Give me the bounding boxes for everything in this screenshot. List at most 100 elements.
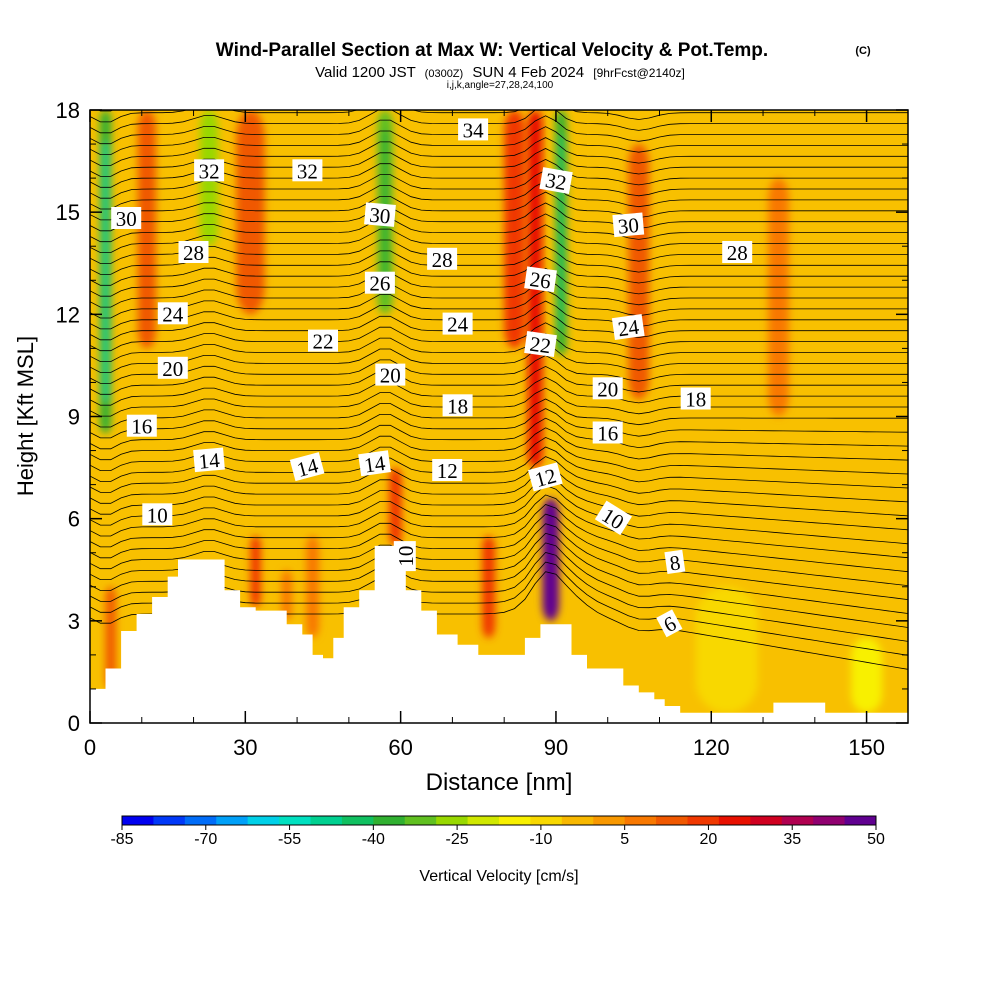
w-feature-core-9 [546, 510, 555, 609]
theta-label-text: 22 [528, 332, 552, 359]
theta-line-40 [90, 158, 908, 188]
colorbar-segment [184, 816, 217, 825]
chart-title: Wind-Parallel Section at Max W: Vertical… [216, 40, 768, 61]
theta-label-text: 10 [394, 546, 418, 567]
colorbar-tick-label: 35 [783, 831, 801, 848]
theta-label-24: 14 [193, 447, 225, 474]
theta-label-13: 24 [442, 312, 473, 337]
colorbar-tick-label: -70 [194, 831, 217, 848]
theta-label-bg [594, 500, 632, 536]
theta-label-26: 14 [358, 450, 391, 478]
theta-line-38 [90, 180, 908, 210]
colorbar-segment [216, 816, 249, 825]
x-tick-label: 150 [848, 735, 885, 760]
y-tick-label: 12 [56, 302, 80, 327]
theta-label-text: 28 [432, 248, 453, 272]
theta-line-31 [90, 257, 908, 286]
colorbar-segment [153, 816, 186, 825]
theta-label-bg [528, 462, 563, 492]
theta-label-15: 22 [308, 329, 338, 354]
theta-label-9: 28 [722, 241, 753, 265]
theta-line-33 [90, 235, 908, 264]
y-tick-label: 9 [68, 405, 80, 430]
theta-line-4 [90, 532, 908, 614]
colorbar-segment [499, 816, 531, 825]
colorbar-tick-label: -10 [529, 831, 552, 848]
theta-label-text: 22 [313, 330, 334, 354]
theta-label-text: 32 [543, 168, 568, 195]
axes-group: 0 30 60 90 120 150 0 3 6 9 12 15 18 [56, 98, 908, 760]
w-feature-8 [137, 110, 157, 349]
theta-line-14 [90, 436, 908, 475]
theta-label-text: 26 [528, 267, 552, 294]
theta-label-bg [111, 207, 142, 229]
theta-line-45 [90, 110, 908, 134]
x-tick-label: 60 [388, 735, 412, 760]
theta-line-17 [90, 408, 908, 439]
theta-label-bg [178, 241, 209, 263]
theta-line-36 [90, 202, 908, 232]
theta-label-bg [393, 541, 416, 572]
theta-label-bg [142, 503, 173, 526]
theta-label-text: 28 [183, 241, 204, 265]
theta-line-7 [90, 504, 908, 573]
theta-label-bg [539, 167, 573, 194]
theta-line-8 [90, 494, 908, 559]
vertical-velocity-field [99, 110, 883, 713]
theta-label-bg [458, 118, 489, 141]
theta-label-bg [157, 302, 188, 325]
theta-line-32 [90, 246, 908, 275]
colorbar-segment [718, 816, 751, 825]
theta-line-43 [90, 126, 908, 155]
theta-label-33: 6 [656, 609, 683, 637]
theta-line-44 [90, 115, 908, 145]
theta-line-24 [90, 333, 908, 362]
theta-line-46 [90, 110, 908, 123]
colorbar-segment [122, 816, 154, 825]
theta-label-8: 28 [427, 247, 458, 272]
colorbar-tick-label: 5 [620, 831, 629, 848]
theta-label-text: 14 [363, 451, 388, 478]
theta-label-text: 20 [162, 357, 183, 381]
theta-label-16: 22 [524, 331, 557, 359]
theta-line-34 [90, 224, 908, 253]
theta-line-15 [90, 427, 908, 461]
theta-label-32: 8 [664, 549, 686, 576]
theta-label-25: 14 [289, 452, 325, 482]
colorbar-segment [530, 816, 563, 825]
colorbar-segment [624, 816, 657, 825]
theta-label-text: 26 [369, 272, 390, 296]
theta-line-18 [90, 398, 908, 428]
w-feature-17 [695, 586, 758, 713]
colorbar-segment [373, 816, 406, 825]
theta-line-5 [90, 523, 908, 600]
theta-line-22 [90, 355, 908, 384]
theta-label-text: 32 [199, 159, 220, 183]
colorbar-label: Vertical Velocity [cm/s] [419, 868, 578, 885]
theta-label-text: 16 [131, 415, 152, 439]
theta-label-bg [157, 356, 188, 379]
chart-subtitle: Valid 1200 JST (0300Z) SUN 4 Feb 2024 [9… [315, 64, 685, 81]
theta-label-bg [375, 363, 406, 386]
x-tick-label: 90 [544, 735, 568, 760]
theta-line-41 [90, 148, 908, 177]
colorbar-segment [404, 816, 437, 825]
theta-label-bg [432, 459, 463, 481]
theta-label-3: 34 [458, 118, 489, 142]
w-feature-12 [388, 467, 402, 546]
y-tick-label: 18 [56, 98, 80, 123]
colorbar-tick-label: -40 [362, 831, 385, 848]
theta-line-39 [90, 169, 908, 199]
theta-line-28 [90, 289, 908, 319]
theta-label-bg [524, 331, 557, 357]
theta-label-bg [289, 452, 325, 482]
theta-label-30: 10 [393, 541, 418, 572]
theta-line-23 [90, 344, 908, 373]
colorbar-segment [436, 816, 469, 825]
theta-label-text: 34 [463, 118, 485, 142]
theta-line-6 [90, 513, 908, 586]
theta-line-26 [90, 311, 908, 341]
theta-line-35 [90, 213, 908, 243]
w-feature-18 [851, 637, 883, 713]
